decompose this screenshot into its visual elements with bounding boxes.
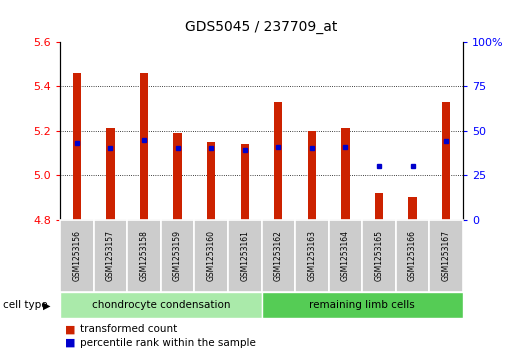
Text: transformed count: transformed count (80, 324, 177, 334)
Text: cell type: cell type (3, 300, 47, 310)
Bar (295, 220, 328, 292)
Text: GSM1253156: GSM1253156 (72, 231, 82, 281)
Bar (396, 220, 429, 292)
Bar (308, 131, 316, 220)
Bar (195, 220, 228, 292)
Text: chondrocyte condensation: chondrocyte condensation (92, 300, 230, 310)
Text: ■: ■ (65, 324, 76, 334)
Bar (408, 197, 417, 220)
Bar (73, 73, 81, 220)
Bar (174, 133, 182, 220)
Text: GSM1253157: GSM1253157 (106, 231, 115, 281)
Bar (106, 129, 115, 220)
Text: ▶: ▶ (43, 300, 51, 310)
Bar (429, 220, 463, 292)
Bar (241, 144, 249, 220)
Text: GSM1253167: GSM1253167 (441, 231, 451, 281)
Bar (207, 142, 215, 220)
Bar (94, 220, 127, 292)
Text: percentile rank within the sample: percentile rank within the sample (80, 338, 256, 348)
Text: remaining limb cells: remaining limb cells (309, 300, 415, 310)
Bar (328, 220, 362, 292)
Text: GSM1253161: GSM1253161 (240, 231, 249, 281)
Bar (60, 292, 262, 318)
Bar (362, 220, 396, 292)
Bar (274, 102, 282, 220)
Bar (60, 220, 94, 292)
Bar (228, 220, 262, 292)
Text: GSM1253162: GSM1253162 (274, 231, 283, 281)
Bar (161, 220, 195, 292)
Bar (127, 220, 161, 292)
Text: GSM1253160: GSM1253160 (207, 231, 215, 281)
Text: GSM1253158: GSM1253158 (140, 231, 149, 281)
Text: ■: ■ (65, 338, 76, 348)
Bar (442, 102, 450, 220)
Text: GDS5045 / 237709_at: GDS5045 / 237709_at (185, 20, 338, 34)
Bar (375, 193, 383, 220)
Text: GSM1253165: GSM1253165 (374, 231, 383, 281)
Text: GSM1253163: GSM1253163 (308, 231, 316, 281)
Text: GSM1253166: GSM1253166 (408, 231, 417, 281)
Bar (262, 292, 463, 318)
Text: GSM1253159: GSM1253159 (173, 231, 182, 281)
Bar (341, 129, 349, 220)
Text: GSM1253164: GSM1253164 (341, 231, 350, 281)
Bar (140, 73, 148, 220)
Bar (262, 220, 295, 292)
